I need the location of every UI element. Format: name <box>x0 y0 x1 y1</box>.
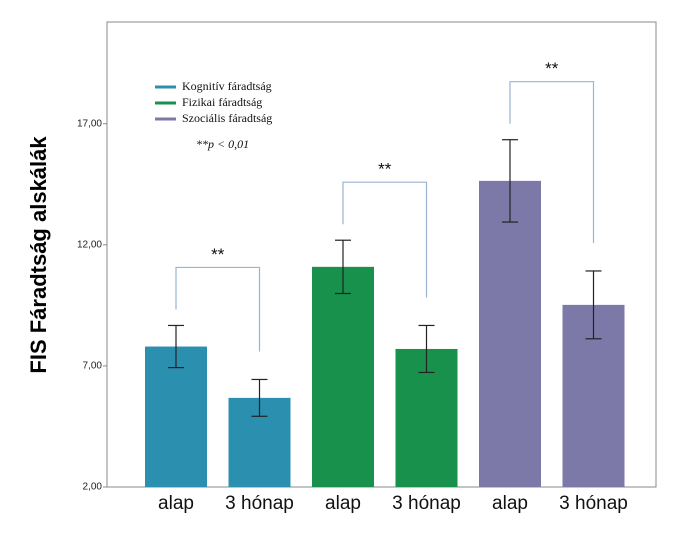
legend-label: Kognitív fáradtság <box>182 79 272 93</box>
legend-label: Szociális fáradtság <box>182 111 272 125</box>
note: **p < 0,01 <box>196 137 249 151</box>
x-tick-label: alap <box>325 493 361 514</box>
y-tick-label: 12,00 <box>77 239 102 250</box>
plot-frame <box>106 21 657 488</box>
significance-bracket <box>175 266 261 352</box>
x-tick-label: alap <box>492 493 528 514</box>
y-axis-label: FIS Fáradtság alskálák <box>26 136 51 374</box>
bar <box>312 266 374 487</box>
significance-bracket <box>342 181 428 298</box>
significance-label: ** <box>378 160 392 179</box>
y-tick-label: 7,00 <box>83 361 103 372</box>
x-tick-label: 3 hónap <box>559 493 628 514</box>
bar <box>479 180 541 487</box>
y-tick-label: 17,00 <box>77 118 102 129</box>
significance-label: ** <box>545 59 559 78</box>
bar <box>145 346 207 487</box>
x-tick-label: alap <box>158 493 194 514</box>
x-tick-label: 3 hónap <box>225 493 294 514</box>
x-tick-label: 3 hónap <box>392 493 461 514</box>
significance-bracket <box>509 81 595 243</box>
legend-label: Fizikai fáradtság <box>182 95 262 109</box>
significance-label: ** <box>211 245 225 264</box>
y-tick-label: 2,00 <box>83 482 103 493</box>
